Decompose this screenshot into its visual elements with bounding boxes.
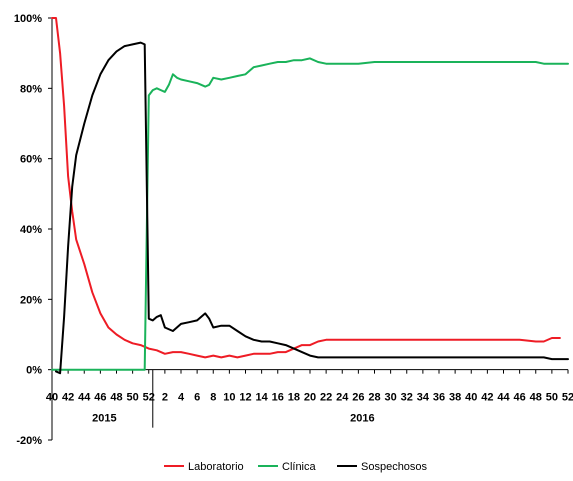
x-tick-label: 10 — [223, 392, 235, 404]
y-tick-labels: 100% 80% 60% 40% 20% 0% -20% — [14, 13, 42, 447]
axes — [48, 17, 569, 441]
x-tick-label: 30 — [385, 392, 397, 404]
y-tick-label: 0% — [26, 365, 42, 377]
y-tick-label: 80% — [20, 83, 42, 95]
x-tick-label: 2 — [162, 392, 168, 404]
x-tick-label: 38 — [449, 392, 461, 404]
x-tick-label: 42 — [62, 392, 74, 404]
x-tick-label: 14 — [256, 392, 269, 404]
year-label: 2016 — [350, 413, 374, 425]
x-tick-label: 50 — [546, 392, 558, 404]
x-tick-label: 46 — [514, 392, 526, 404]
legend-label: Clínica — [282, 461, 317, 473]
legend-label: Laboratorio — [188, 461, 244, 473]
legend-label: Sospechosos — [361, 461, 428, 473]
x-tick-label: 16 — [272, 392, 284, 404]
x-tick-label: 46 — [94, 392, 106, 404]
x-tick-label: 48 — [530, 392, 542, 404]
x-tick-label: 44 — [497, 392, 510, 404]
x-tick-label: 12 — [239, 392, 251, 404]
x-tick-label: 40 — [465, 392, 477, 404]
x-tick-label: 36 — [433, 392, 445, 404]
x-tick-label: 18 — [288, 392, 300, 404]
series-line-laboratorio — [51, 17, 561, 359]
x-tick-label: 4 — [178, 392, 185, 404]
x-tick-label: 6 — [194, 392, 200, 404]
series-lines — [51, 17, 569, 375]
series-line-sospechosos — [55, 41, 569, 375]
x-tick-label: 40 — [46, 392, 58, 404]
y-tick-label: 40% — [20, 224, 42, 236]
x-tick-label: 34 — [417, 392, 430, 404]
x-tick-label: 24 — [336, 392, 349, 404]
y-tick-label: 20% — [20, 294, 42, 306]
x-tick-labels: 40 42 44 46 48 50 52 2 4 6 8 10 12 14 16 18 20 22 24 26 28 30… — [46, 392, 573, 404]
x-tick-label: 26 — [352, 392, 364, 404]
x-tick-label: 28 — [368, 392, 380, 404]
x-tick-label: 42 — [481, 392, 493, 404]
y-tick-label: 100% — [14, 13, 42, 25]
x-tick-label: 32 — [401, 392, 413, 404]
x-tick-label: 50 — [127, 392, 139, 404]
legend: Laboratorio Clínica Sospechosos — [164, 461, 428, 473]
x-tick-label: 22 — [320, 392, 332, 404]
x-tick-label: 20 — [304, 392, 316, 404]
x-tick-label: 52 — [143, 392, 155, 404]
year-label: 2015 — [92, 413, 116, 425]
y-tick-label: 60% — [20, 154, 42, 166]
x-tick-label: 44 — [78, 392, 91, 404]
series-line-clinica — [51, 57, 569, 371]
x-tick-label: 8 — [210, 392, 216, 404]
year-labels: 2015 2016 — [92, 413, 374, 425]
x-tick-label: 52 — [562, 392, 573, 404]
x-tick-label: 48 — [110, 392, 122, 404]
y-tick-label: -20% — [16, 435, 42, 447]
